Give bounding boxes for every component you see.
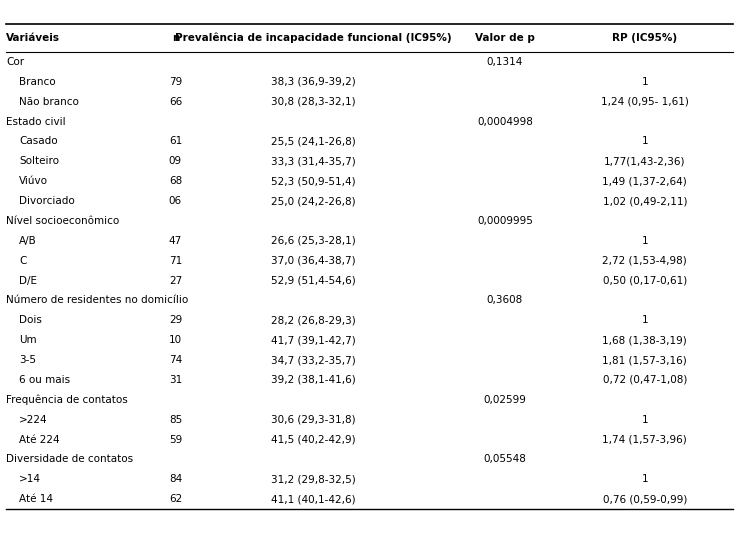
Text: 1,24 (0,95- 1,61): 1,24 (0,95- 1,61) [601, 97, 689, 107]
Text: 61: 61 [169, 136, 182, 147]
Text: 1,49 (1,37-2,64): 1,49 (1,37-2,64) [603, 176, 687, 186]
Text: 0,0004998: 0,0004998 [477, 117, 533, 127]
Text: 1: 1 [642, 415, 648, 425]
Text: 41,1 (40,1-42,6): 41,1 (40,1-42,6) [271, 494, 355, 504]
Text: 2,72 (1,53-4,98): 2,72 (1,53-4,98) [603, 256, 687, 266]
Text: 52,9 (51,4-54,6): 52,9 (51,4-54,6) [271, 275, 355, 286]
Text: 30,6 (29,3-31,8): 30,6 (29,3-31,8) [271, 415, 355, 425]
Text: 25,5 (24,1-26,8): 25,5 (24,1-26,8) [271, 136, 355, 147]
Text: 47: 47 [169, 236, 182, 246]
Text: Variáveis: Variáveis [6, 33, 60, 43]
Text: 1: 1 [642, 315, 648, 325]
Text: Até 224: Até 224 [19, 434, 60, 445]
Text: 0,3608: 0,3608 [486, 295, 523, 306]
Text: Até 14: Até 14 [19, 494, 53, 504]
Text: Um: Um [19, 335, 37, 345]
Text: Divorciado: Divorciado [19, 196, 75, 206]
Text: A/B: A/B [19, 236, 37, 246]
Text: 74: 74 [169, 355, 182, 365]
Text: 26,6 (25,3-28,1): 26,6 (25,3-28,1) [271, 236, 355, 246]
Text: 71: 71 [169, 256, 182, 266]
Text: Casado: Casado [19, 136, 57, 147]
Text: 31: 31 [169, 375, 182, 385]
Text: Solteiro: Solteiro [19, 156, 59, 166]
Text: 66: 66 [169, 97, 182, 107]
Text: 1: 1 [642, 474, 648, 484]
Text: 52,3 (50,9-51,4): 52,3 (50,9-51,4) [271, 176, 355, 186]
Text: Prevalência de incapacidade funcional (IC95%): Prevalência de incapacidade funcional (I… [175, 33, 452, 43]
Text: 3-5: 3-5 [19, 355, 36, 365]
Text: 0,50 (0,17-0,61): 0,50 (0,17-0,61) [603, 275, 687, 286]
Text: 0,1314: 0,1314 [486, 57, 523, 67]
Text: 1,02 (0,49-2,11): 1,02 (0,49-2,11) [603, 196, 687, 206]
Text: Viúvo: Viúvo [19, 176, 48, 186]
Text: 0,0009995: 0,0009995 [477, 216, 533, 226]
Text: 37,0 (36,4-38,7): 37,0 (36,4-38,7) [271, 256, 355, 266]
Text: 31,2 (29,8-32,5): 31,2 (29,8-32,5) [271, 474, 355, 484]
Text: Número de residentes no domicílio: Número de residentes no domicílio [6, 295, 188, 306]
Text: 1: 1 [642, 236, 648, 246]
Text: Dois: Dois [19, 315, 42, 325]
Text: 79: 79 [169, 77, 182, 87]
Text: Frequência de contatos: Frequência de contatos [6, 395, 128, 405]
Text: 30,8 (28,3-32,1): 30,8 (28,3-32,1) [271, 97, 355, 107]
Text: Não branco: Não branco [19, 97, 79, 107]
Text: 62: 62 [169, 494, 182, 504]
Text: 1: 1 [642, 77, 648, 87]
Text: 85: 85 [169, 415, 182, 425]
Text: 34,7 (33,2-35,7): 34,7 (33,2-35,7) [271, 355, 355, 365]
Text: n: n [172, 33, 179, 43]
Text: 1,81 (1,57-3,16): 1,81 (1,57-3,16) [603, 355, 687, 365]
Text: 0,72 (0,47-1,08): 0,72 (0,47-1,08) [603, 375, 687, 385]
Text: Branco: Branco [19, 77, 56, 87]
Text: 6 ou mais: 6 ou mais [19, 375, 70, 385]
Text: D/E: D/E [19, 275, 37, 286]
Text: Valor de p: Valor de p [475, 33, 535, 43]
Text: 27: 27 [169, 275, 182, 286]
Text: Diversidade de contatos: Diversidade de contatos [6, 454, 133, 465]
Text: 1,68 (1,38-3,19): 1,68 (1,38-3,19) [603, 335, 687, 345]
Text: 0,02599: 0,02599 [483, 395, 526, 405]
Text: RP (IC95%): RP (IC95%) [612, 33, 677, 43]
Text: Cor: Cor [6, 57, 24, 67]
Text: 0,76 (0,59-0,99): 0,76 (0,59-0,99) [603, 494, 687, 504]
Text: 0,05548: 0,05548 [483, 454, 526, 465]
Text: 68: 68 [169, 176, 182, 186]
Text: 33,3 (31,4-35,7): 33,3 (31,4-35,7) [271, 156, 355, 166]
Text: 1,74 (1,57-3,96): 1,74 (1,57-3,96) [603, 434, 687, 445]
Text: 09: 09 [169, 156, 182, 166]
Text: 06: 06 [169, 196, 182, 206]
Text: Nível socioeconômico: Nível socioeconômico [6, 216, 119, 226]
Text: 41,7 (39,1-42,7): 41,7 (39,1-42,7) [271, 335, 355, 345]
Text: 59: 59 [169, 434, 182, 445]
Text: 84: 84 [169, 474, 182, 484]
Text: 25,0 (24,2-26,8): 25,0 (24,2-26,8) [271, 196, 355, 206]
Text: C: C [19, 256, 27, 266]
Text: >14: >14 [19, 474, 41, 484]
Text: 29: 29 [169, 315, 182, 325]
Text: 10: 10 [169, 335, 182, 345]
Text: 38,3 (36,9-39,2): 38,3 (36,9-39,2) [271, 77, 355, 87]
Text: 41,5 (40,2-42,9): 41,5 (40,2-42,9) [271, 434, 355, 445]
Text: >224: >224 [19, 415, 48, 425]
Text: 1,77(1,43-2,36): 1,77(1,43-2,36) [604, 156, 685, 166]
Text: 39,2 (38,1-41,6): 39,2 (38,1-41,6) [271, 375, 355, 385]
Text: 28,2 (26,8-29,3): 28,2 (26,8-29,3) [271, 315, 355, 325]
Text: 1: 1 [642, 136, 648, 147]
Text: Estado civil: Estado civil [6, 117, 66, 127]
